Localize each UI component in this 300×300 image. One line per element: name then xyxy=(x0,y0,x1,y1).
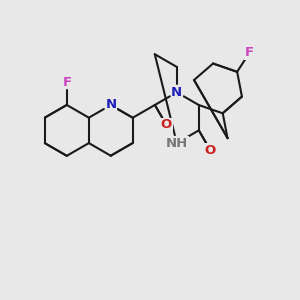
Text: F: F xyxy=(245,46,254,59)
Text: N: N xyxy=(105,98,116,112)
Text: F: F xyxy=(62,76,71,89)
Text: O: O xyxy=(160,118,172,131)
Text: N: N xyxy=(171,86,182,99)
Text: O: O xyxy=(205,144,216,157)
Text: NH: NH xyxy=(166,136,188,150)
